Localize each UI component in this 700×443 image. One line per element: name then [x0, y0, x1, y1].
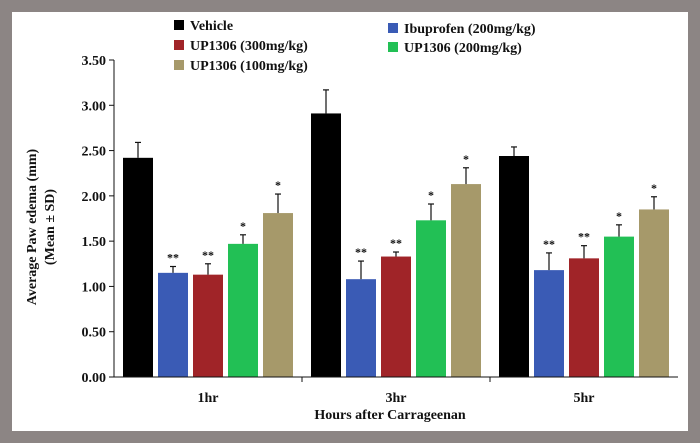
significance-marker: **	[390, 236, 402, 250]
bar	[569, 258, 599, 377]
x-axis-title: Hours after Carrageenan	[314, 408, 466, 423]
bar	[158, 272, 188, 377]
legend-swatch-up1306-200	[388, 42, 398, 52]
legend-swatch-ibuprofen	[388, 23, 398, 33]
legend-label-up1306-300: UP1306 (300mg/kg)	[190, 39, 308, 54]
y-tick-label: 1.00	[82, 280, 107, 295]
significance-marker: **	[167, 251, 179, 265]
significance-marker: **	[355, 245, 367, 259]
y-tick-label: 3.00	[82, 99, 107, 114]
significance-marker: *	[463, 152, 469, 166]
legend-swatch-up1306-300	[174, 40, 184, 50]
y-tick-label: 0.00	[82, 371, 107, 386]
bar	[311, 113, 341, 378]
y-tick-label: 1.50	[82, 235, 107, 250]
legend-item-up1306-200: UP1306 (200mg/kg)	[388, 41, 522, 56]
bar	[346, 279, 376, 377]
y-axis-title-line1: Average Paw edema (mm)	[25, 148, 40, 305]
significance-marker: *	[651, 181, 657, 195]
legend: Vehicle Ibuprofen (200mg/kg) UP1306 (300…	[174, 19, 536, 74]
bar	[499, 156, 529, 377]
bar-chart: Vehicle Ibuprofen (200mg/kg) UP1306 (300…	[25, 19, 678, 423]
legend-label-vehicle: Vehicle	[190, 19, 233, 34]
legend-label-up1306-100: UP1306 (100mg/kg)	[190, 59, 308, 74]
x-axis: 1hr 3hr 5hr	[114, 376, 678, 406]
y-tick-label: 2.50	[82, 145, 107, 160]
legend-swatch-vehicle	[174, 20, 184, 30]
legend-item-up1306-300: UP1306 (300mg/kg)	[174, 39, 308, 54]
legend-item-up1306-100: UP1306 (100mg/kg)	[174, 59, 308, 74]
significance-marker: *	[616, 209, 622, 223]
bar	[534, 270, 564, 377]
bar	[639, 209, 669, 377]
y-axis-title-line2: (Mean ± SD)	[43, 189, 58, 265]
bars: ** ****************	[123, 89, 669, 378]
bar	[604, 236, 634, 377]
significance-marker: *	[428, 188, 434, 202]
bar	[416, 220, 446, 377]
legend-item-vehicle: Vehicle	[174, 19, 233, 34]
significance-marker: *	[240, 219, 246, 233]
y-tick-label: 2.00	[82, 190, 107, 205]
legend-label-up1306-200: UP1306 (200mg/kg)	[404, 41, 522, 56]
bar	[263, 213, 293, 377]
legend-swatch-up1306-100	[174, 60, 184, 70]
y-tick-label: 3.50	[82, 54, 107, 69]
y-axis: 0.00 0.50 1.00 1.50 2.00 2.50 3.00 3.50	[82, 54, 115, 386]
legend-item-ibuprofen: Ibuprofen (200mg/kg)	[388, 22, 536, 37]
bar	[123, 157, 153, 377]
x-tick-label: 5hr	[574, 391, 595, 406]
significance-marker: **	[202, 248, 214, 262]
significance-marker: **	[578, 230, 590, 244]
chart-panel: Vehicle Ibuprofen (200mg/kg) UP1306 (300…	[12, 12, 688, 431]
y-tick-label: 0.50	[82, 326, 107, 341]
bar	[228, 243, 258, 377]
x-tick-label: 1hr	[198, 391, 219, 406]
significance-marker: **	[543, 237, 555, 251]
bar	[451, 184, 481, 377]
significance-marker: *	[275, 178, 281, 192]
x-tick-label: 3hr	[386, 391, 407, 406]
bar	[193, 274, 223, 377]
legend-label-ibuprofen: Ibuprofen (200mg/kg)	[404, 22, 536, 37]
bar	[381, 256, 411, 377]
